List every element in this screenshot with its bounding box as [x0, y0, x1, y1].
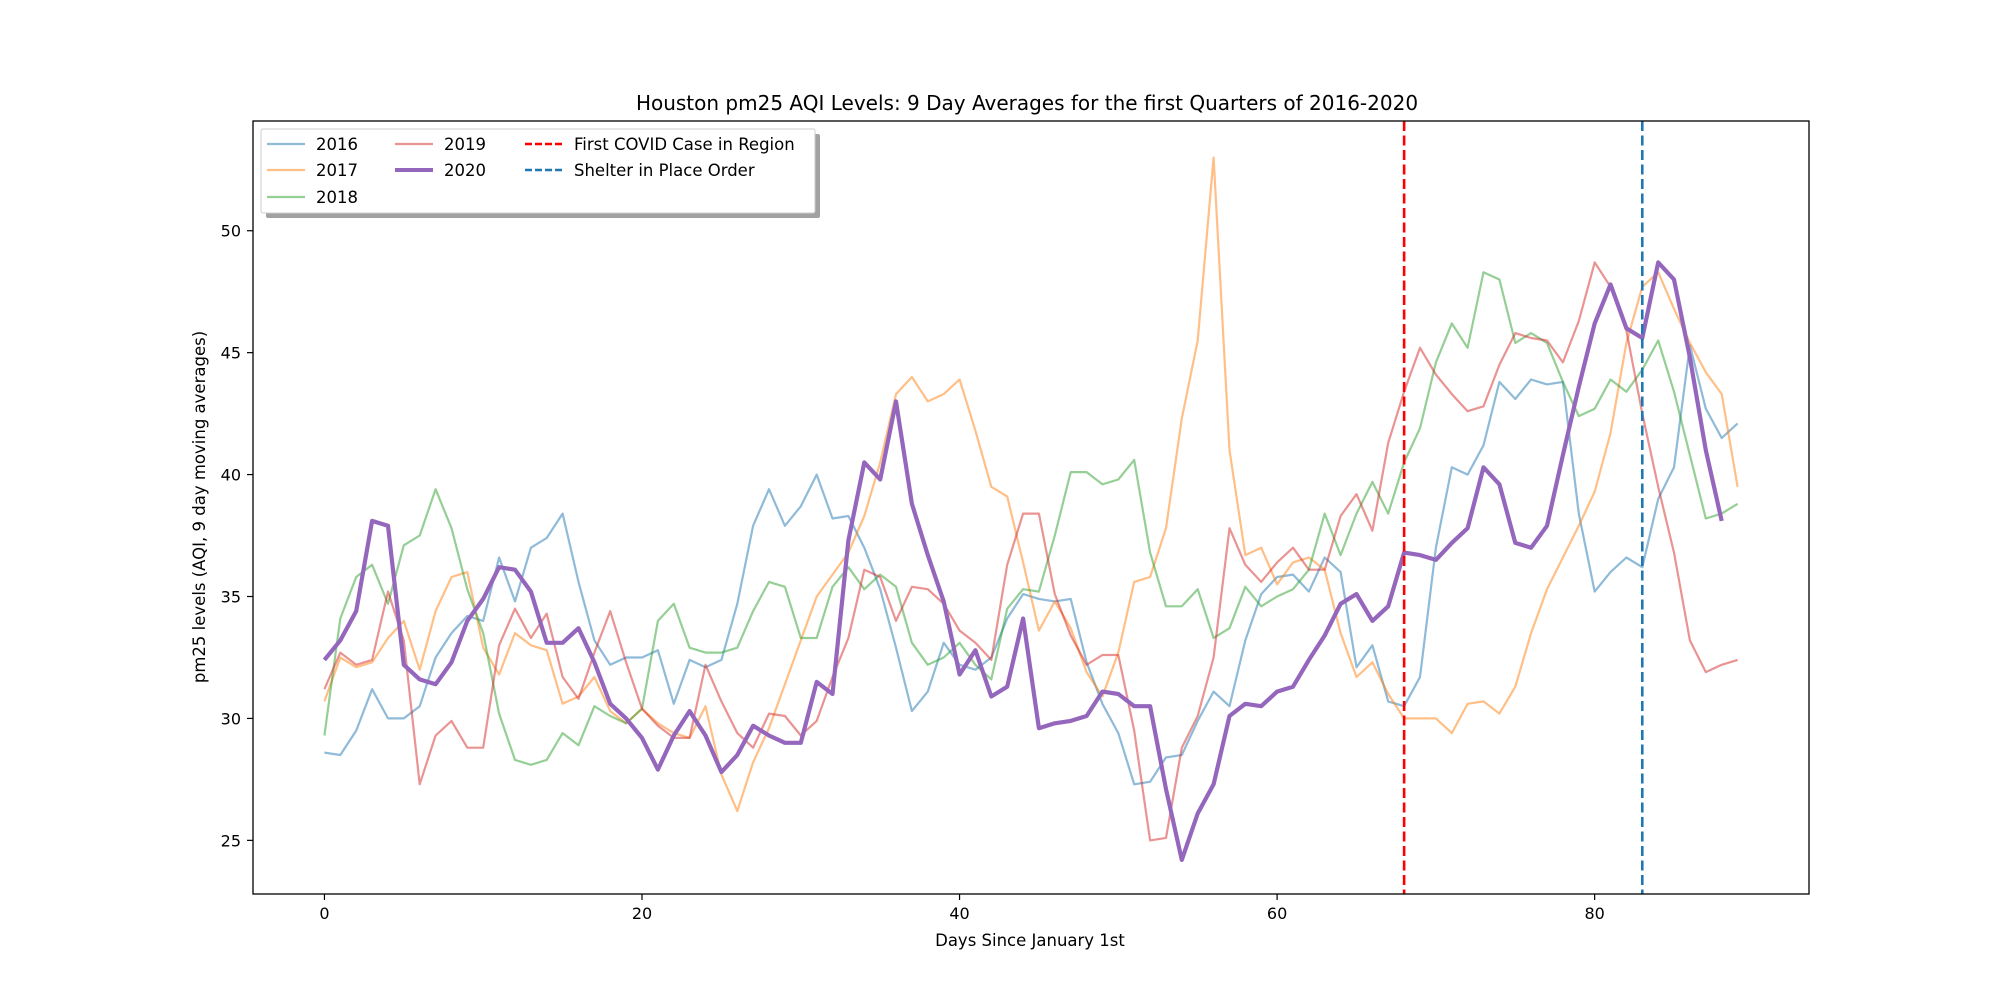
series-line-2020 [322, 260, 1724, 863]
legend-label: Shelter in Place Order [574, 161, 755, 180]
legend[interactable]: 2016 2017 2018 2019 2020 First COVID Case in … [260, 128, 820, 218]
legend-item-series-2016[interactable]: 2016 [267, 135, 358, 154]
series-lines [322, 156, 1739, 863]
legend-label: 2019 [444, 135, 486, 154]
legend-item-series-2019[interactable]: 2019 [395, 135, 486, 154]
legend-label: 2017 [316, 161, 358, 180]
series-line-2018 [323, 271, 1739, 766]
y-tick-label: 45 [221, 344, 241, 363]
x-tick-label: 80 [1584, 904, 1604, 923]
legend-label: First COVID Case in Region [574, 135, 795, 154]
legend-label: 2016 [316, 135, 358, 154]
x-tick-label: 0 [319, 904, 329, 923]
series-line-2017 [323, 156, 1739, 813]
plot-frame [252, 120, 1810, 895]
y-tick-label: 30 [221, 709, 241, 728]
legend-item-series-2017[interactable]: 2017 [267, 161, 358, 180]
y-tick-label: 50 [221, 222, 241, 241]
chart-title: Houston pm25 AQI Levels: 9 Day Averages … [636, 91, 1418, 115]
y-tick-label: 40 [221, 466, 241, 485]
series-line-2016 [324, 344, 1739, 786]
y-axis: 25 30 35 40 45 50 [221, 222, 253, 850]
x-axis-label: Days Since January 1st [935, 931, 1125, 950]
y-tick-label: 35 [221, 588, 241, 607]
legend-label: 2018 [316, 188, 358, 207]
x-axis: 0 20 40 60 80 [319, 894, 1605, 923]
series-line-2019 [323, 261, 1738, 842]
legend-item-series-2020[interactable]: 2020 [395, 161, 486, 180]
reference-lines [1402, 121, 1644, 894]
legend-item-series-2018[interactable]: 2018 [267, 188, 358, 207]
legend-label: 2020 [444, 161, 486, 180]
legend-item-shelter-in-place[interactable]: Shelter in Place Order [525, 161, 755, 180]
x-tick-label: 20 [632, 904, 652, 923]
y-axis-label: pm25 levels (AQI, 9 day moving averages) [190, 331, 209, 683]
y-tick-label: 25 [221, 831, 241, 850]
plot-area [322, 121, 1739, 894]
x-tick-label: 60 [1267, 904, 1287, 923]
legend-item-first-covid-case[interactable]: First COVID Case in Region [525, 135, 795, 154]
x-tick-label: 40 [949, 904, 969, 923]
